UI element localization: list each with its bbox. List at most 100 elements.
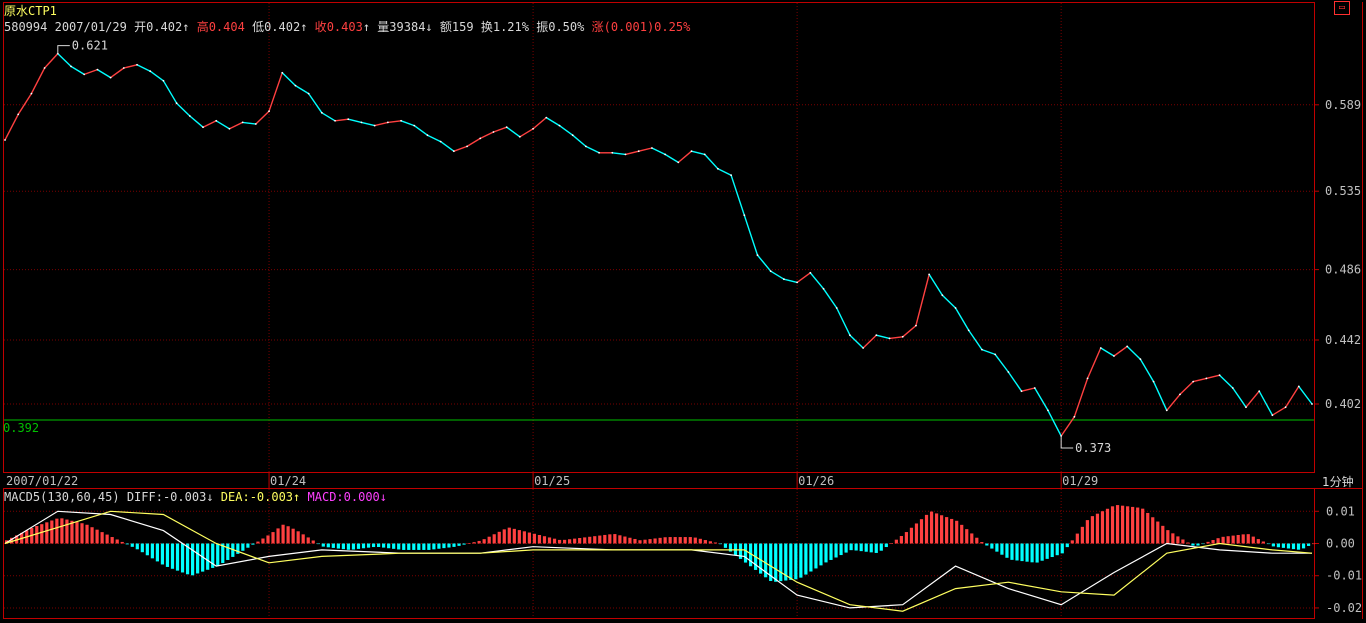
price-point — [202, 126, 204, 129]
macd-bar — [1181, 539, 1185, 544]
macd-bar — [336, 543, 340, 549]
price-point — [743, 214, 746, 217]
macd-bar — [633, 538, 637, 544]
price-point — [545, 116, 548, 119]
period-label: 1分钟 — [1322, 474, 1354, 489]
price-point — [1020, 390, 1023, 393]
macd-bar — [115, 539, 119, 544]
macd-bar — [934, 513, 939, 544]
price-segment — [941, 294, 957, 309]
low-arrow-icon: ↑ — [300, 20, 308, 34]
price-segment — [506, 126, 521, 138]
price-segment — [691, 150, 705, 156]
price-segment — [1139, 358, 1155, 382]
macd-bar — [1301, 543, 1306, 549]
price-segment — [453, 145, 468, 152]
macd-bar — [371, 543, 376, 548]
price-segment — [968, 330, 983, 350]
macd-bar — [1312, 543, 1316, 545]
price-segment — [1100, 347, 1115, 357]
macd-bar — [975, 537, 979, 544]
price-point — [1099, 347, 1102, 349]
price-segment — [730, 174, 745, 216]
max-price-leader — [57, 45, 70, 54]
price-segment — [215, 120, 230, 130]
macd-bar — [1211, 540, 1215, 544]
price-segment — [361, 121, 375, 127]
macd-bar — [1196, 543, 1200, 546]
price-point — [1165, 409, 1168, 412]
macd-bar — [658, 537, 662, 544]
price-segment — [57, 53, 72, 67]
price-point — [505, 126, 508, 129]
change-percent: 0.25% — [654, 20, 691, 34]
price-segment — [413, 125, 428, 136]
macd-bar — [889, 543, 893, 544]
macd-bar — [663, 537, 667, 544]
macd-bar — [1080, 526, 1084, 544]
price-segment — [743, 214, 759, 256]
quote-info-bar: 580994 2007/01/29 开0.402↑ 高0.404 低0.402↑… — [4, 18, 690, 35]
macd-bar — [1090, 516, 1095, 544]
price-segment — [97, 69, 111, 79]
price-tick-label: 0.589 — [1325, 98, 1361, 112]
macd-bar — [1040, 543, 1044, 561]
price-segment — [809, 272, 825, 290]
macd-bar — [216, 543, 220, 567]
macd-bar — [507, 527, 511, 544]
price-point — [901, 335, 904, 338]
macd-bar — [995, 543, 999, 552]
price-segment — [954, 307, 970, 331]
price-tick-label: 0.486 — [1325, 263, 1361, 277]
macd-bar — [251, 543, 255, 545]
price-point — [1205, 377, 1208, 380]
macd-bar — [990, 543, 994, 549]
macd-bar — [874, 543, 878, 553]
macd-bar — [849, 543, 853, 551]
price-segment — [334, 118, 349, 122]
macd-bar — [945, 517, 949, 544]
macd-bar — [1025, 543, 1029, 562]
macd-bar — [814, 543, 818, 569]
macd-bar — [914, 523, 919, 544]
macd-bar — [477, 540, 481, 544]
price-segment — [836, 307, 851, 336]
price-segment — [1021, 387, 1035, 392]
macd-bar — [547, 537, 552, 544]
macd-bar — [1216, 538, 1220, 544]
macd-bar — [487, 536, 491, 544]
macd-bar — [940, 515, 944, 544]
macd-bar — [1055, 543, 1059, 556]
macd-bar — [457, 543, 461, 546]
price-segment — [466, 137, 481, 147]
price-point — [1179, 393, 1181, 396]
macd-bar — [211, 543, 215, 568]
price-segment — [1298, 385, 1313, 405]
macd-bar — [467, 543, 471, 545]
change-value: (0.001) — [603, 20, 655, 34]
price-point — [611, 151, 614, 154]
macd-bar — [623, 536, 627, 544]
macd-bar — [226, 543, 230, 560]
macd-bar — [568, 539, 572, 544]
price-point — [254, 123, 257, 125]
macd-bar — [985, 543, 989, 546]
price-tick-label: 0.535 — [1325, 184, 1361, 198]
price-segment — [136, 64, 151, 72]
price-segment — [928, 274, 943, 296]
macd-bar — [1296, 543, 1301, 550]
price-segment — [44, 53, 59, 69]
macd-bar — [80, 523, 84, 544]
price-point — [849, 334, 851, 337]
macd-bar — [1015, 543, 1019, 561]
macd-bar — [492, 534, 496, 544]
price-point — [426, 134, 429, 137]
macd-bar — [130, 543, 134, 547]
macd-bar — [1281, 543, 1286, 548]
dea-line — [4, 510, 1313, 612]
macd-bar — [829, 543, 833, 560]
restore-icon[interactable]: ▭ — [1334, 1, 1350, 15]
macd-bar — [603, 534, 607, 544]
price-segment — [4, 114, 19, 141]
price-point — [756, 254, 759, 257]
